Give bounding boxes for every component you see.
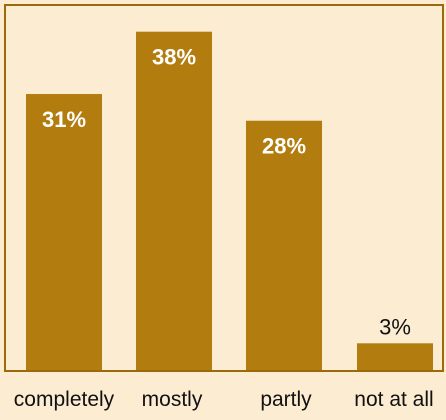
bar-group: 31% 38% 28% 3% [26, 31, 433, 371]
bar-partly [246, 120, 322, 370]
chart-frame [4, 4, 444, 372]
value-label: 38% [152, 45, 196, 70]
value-label: 31% [42, 107, 86, 132]
category-label: not at all [354, 388, 433, 411]
value-label: 28% [262, 134, 306, 159]
bar-completely [26, 94, 102, 371]
value-label: 3% [379, 314, 411, 339]
category-label-group: completely mostly partly not at all [14, 388, 434, 411]
category-label: partly [260, 388, 312, 411]
bar-mostly [136, 31, 212, 371]
bar-not-at-all [357, 343, 433, 370]
category-label: mostly [142, 388, 203, 411]
category-label: completely [14, 388, 115, 411]
